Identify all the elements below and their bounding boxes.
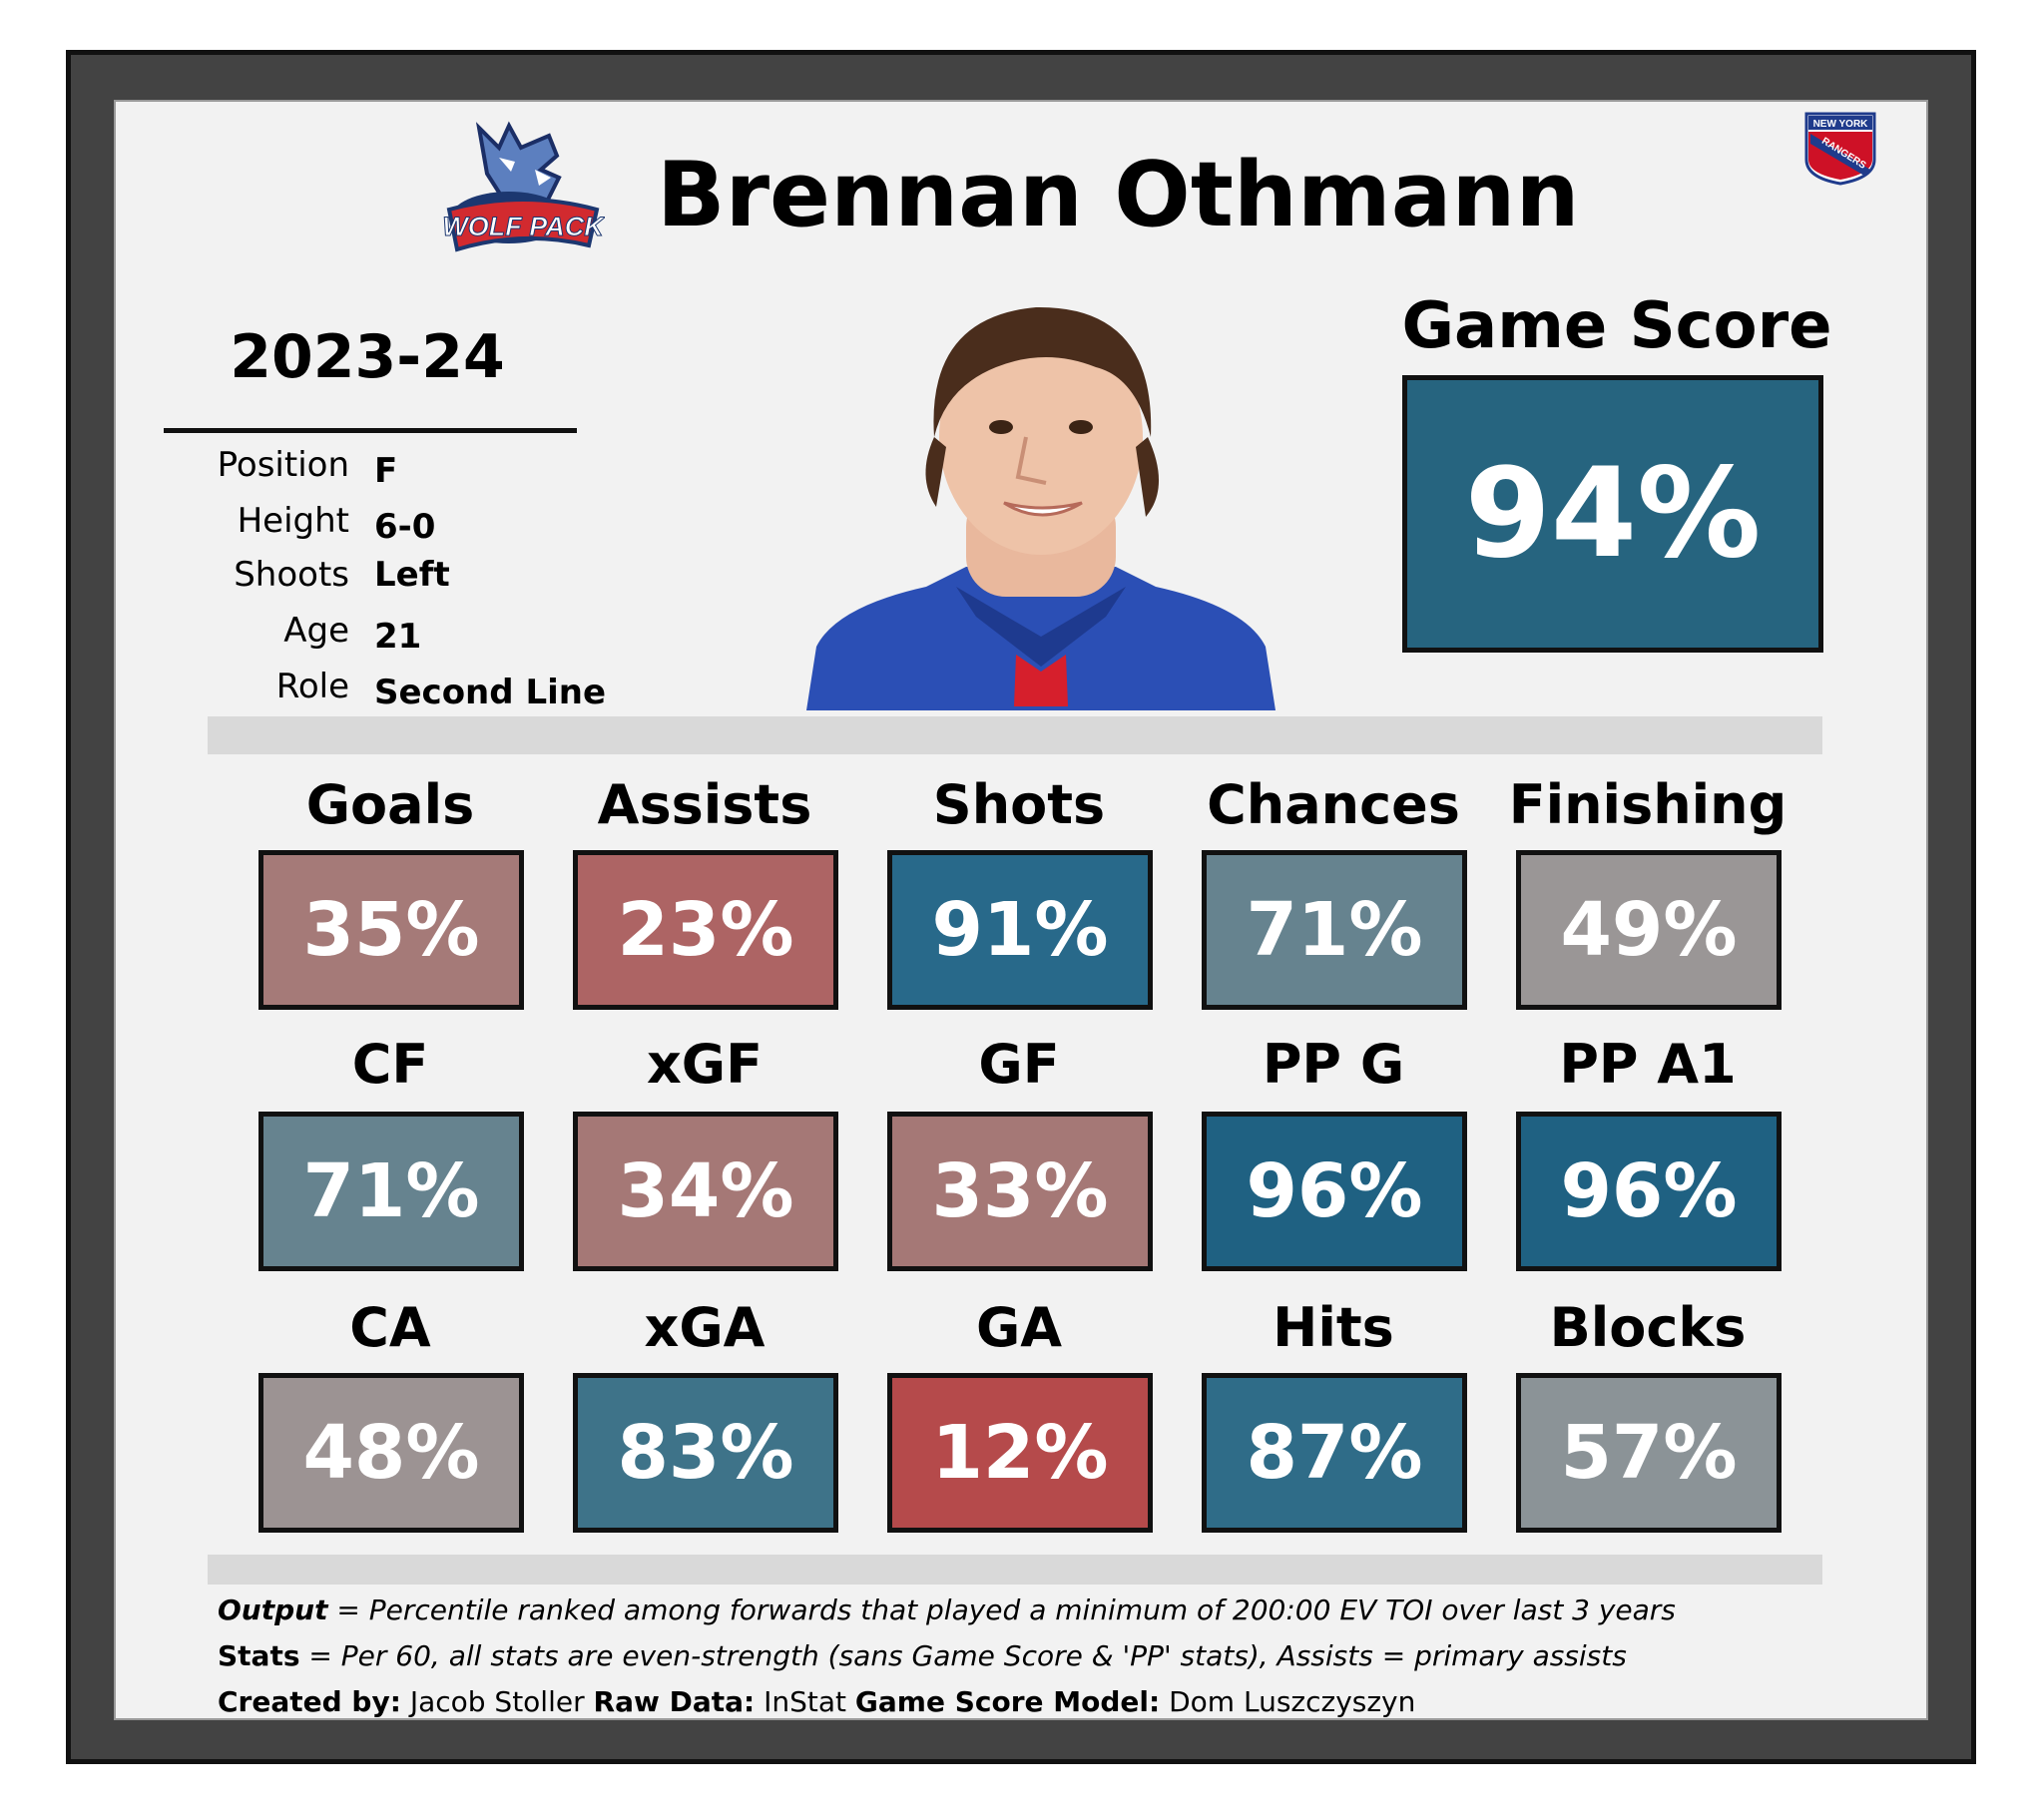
section-divider-bottom	[208, 1555, 1822, 1585]
stat-value: 35%	[302, 887, 480, 973]
stat-label-pp-g: PP G	[1262, 1033, 1405, 1096]
stat-box-chances: 71%	[1202, 850, 1467, 1010]
footer-stats-text: = Per 60, all stats are even-strength (s…	[299, 1639, 1627, 1672]
info-row-shoots: Shoots Left	[150, 549, 589, 599]
stat-label-blocks: Blocks	[1549, 1296, 1747, 1359]
footer-created-label: Created by:	[218, 1685, 401, 1718]
new-york-rangers-logo: NEW YORK RANGERS	[1804, 112, 1876, 186]
stat-box-xgf: 34%	[573, 1112, 838, 1271]
info-row-role: Role Second Line	[150, 661, 606, 712]
stat-box-goals: 35%	[258, 850, 524, 1010]
footer-output-label: Output	[218, 1593, 328, 1626]
stat-value: 96%	[1560, 1148, 1738, 1234]
stat-label-xgf: xGF	[646, 1033, 764, 1096]
footer-credits: Created by: Jacob Stoller Raw Data: InSt…	[218, 1682, 1415, 1722]
info-value: Left	[374, 555, 450, 595]
footer-output-note: Output = Percentile ranked among forward…	[218, 1591, 1676, 1630]
stat-box-hits: 87%	[1202, 1373, 1467, 1533]
rangers-logo-line1: NEW YORK	[1813, 119, 1869, 130]
footer-output-text: = Percentile ranked among forwards that …	[327, 1593, 1676, 1626]
footer-raw-label: Raw Data:	[593, 1685, 756, 1718]
stat-box-pp-g: 96%	[1202, 1112, 1467, 1271]
stat-value: 87%	[1246, 1410, 1423, 1496]
stat-box-finishing: 49%	[1516, 850, 1782, 1010]
stat-value: 83%	[617, 1410, 794, 1496]
stat-value: 91%	[931, 887, 1109, 973]
stat-value: 96%	[1246, 1148, 1423, 1234]
stat-value: 48%	[302, 1410, 480, 1496]
info-row-age: Age 21	[150, 605, 589, 657]
hartford-wolf-pack-logo: WOLF PACK	[442, 121, 605, 252]
footer-model-value: Dom Luszczyszyn	[1169, 1685, 1416, 1718]
stat-value: 71%	[1246, 887, 1423, 973]
info-label: Role	[275, 667, 349, 706]
stat-value: 71%	[302, 1148, 480, 1234]
game-score-box: 94%	[1402, 375, 1823, 653]
footer-model-label: Game Score Model:	[854, 1685, 1161, 1718]
info-label: Age	[283, 611, 349, 651]
stat-label-assists: Assists	[597, 773, 812, 836]
stat-box-gf: 33%	[887, 1112, 1153, 1271]
game-score-value: 94%	[1464, 442, 1762, 586]
stat-box-shots: 91%	[887, 850, 1153, 1010]
stat-label-gf: GF	[978, 1033, 1060, 1096]
info-value: Second Line	[374, 673, 607, 712]
info-row-position: Position F	[150, 439, 589, 491]
stat-label-chances: Chances	[1207, 773, 1460, 836]
footer-stats-note: Stats = Per 60, all stats are even-stren…	[218, 1636, 1627, 1676]
info-label: Shoots	[234, 555, 349, 595]
stat-value: 12%	[931, 1410, 1109, 1496]
stat-box-ca: 48%	[258, 1373, 524, 1533]
stat-label-goals: Goals	[305, 773, 475, 836]
info-label: Height	[237, 501, 349, 541]
wolf-pack-logo-text: WOLF PACK	[442, 212, 605, 241]
stat-label-cf: CF	[351, 1033, 429, 1096]
game-score-title: Game Score	[1401, 289, 1832, 363]
footer-stats-label: Stats	[218, 1639, 300, 1672]
stat-value: 34%	[617, 1148, 794, 1234]
stat-label-hits: Hits	[1273, 1296, 1394, 1359]
season-divider	[164, 428, 577, 433]
info-value: F	[374, 451, 398, 491]
info-value: 21	[374, 617, 422, 657]
stat-box-ga: 12%	[887, 1373, 1153, 1533]
stat-label-ca: CA	[349, 1296, 431, 1359]
player-headshot-photo	[806, 306, 1276, 710]
stat-box-cf: 71%	[258, 1112, 524, 1271]
stat-label-finishing: Finishing	[1508, 773, 1788, 836]
stat-value: 49%	[1560, 887, 1738, 973]
info-value: 6-0	[374, 507, 436, 547]
season-title: 2023-24	[230, 322, 505, 392]
footer-created-value: Jacob Stoller	[409, 1685, 585, 1718]
footer-raw-value: InStat	[764, 1685, 847, 1718]
stat-label-ga: GA	[975, 1296, 1063, 1359]
info-row-height: Height 6-0	[150, 495, 589, 547]
stat-value: 33%	[931, 1148, 1109, 1234]
stat-label-xga: xGA	[644, 1296, 766, 1359]
stat-value: 23%	[617, 887, 794, 973]
stat-box-pp-a1: 96%	[1516, 1112, 1782, 1271]
stat-label-shots: Shots	[932, 773, 1106, 836]
stat-box-xga: 83%	[573, 1373, 838, 1533]
page-title: Brennan Othmann	[657, 143, 1580, 247]
stat-label-pp-a1: PP A1	[1559, 1033, 1737, 1096]
stat-value: 57%	[1560, 1410, 1738, 1496]
stat-box-assists: 23%	[573, 850, 838, 1010]
section-divider-top	[208, 716, 1822, 754]
stat-box-blocks: 57%	[1516, 1373, 1782, 1533]
info-label: Position	[217, 445, 349, 485]
